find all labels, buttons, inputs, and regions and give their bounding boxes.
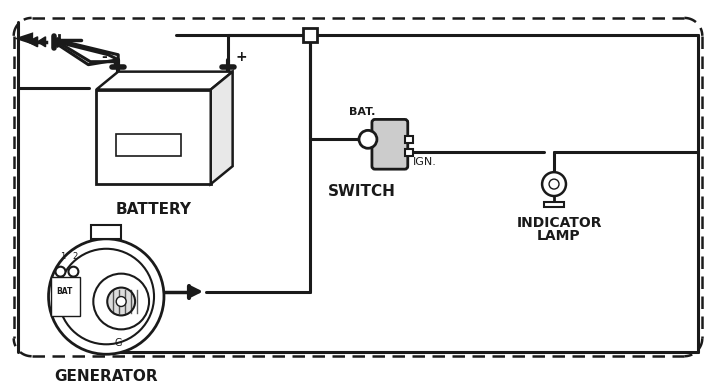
Text: G: G xyxy=(114,338,122,348)
Circle shape xyxy=(116,296,126,307)
Circle shape xyxy=(107,288,135,315)
Text: +: + xyxy=(235,50,248,64)
Polygon shape xyxy=(37,37,45,47)
Bar xyxy=(405,149,413,156)
Bar xyxy=(303,28,318,42)
Circle shape xyxy=(48,239,164,354)
Circle shape xyxy=(55,267,66,277)
Circle shape xyxy=(58,249,154,344)
Circle shape xyxy=(94,274,149,329)
Text: BATTERY: BATTERY xyxy=(115,202,192,217)
Text: SWITCH: SWITCH xyxy=(328,184,396,199)
Text: INDICATOR: INDICATOR xyxy=(516,216,602,230)
Text: IGN.: IGN. xyxy=(413,157,436,167)
Text: 2: 2 xyxy=(73,252,78,261)
Text: LAMP: LAMP xyxy=(537,229,581,243)
Polygon shape xyxy=(96,72,233,90)
Bar xyxy=(50,277,81,317)
Text: BAT.: BAT. xyxy=(348,107,375,118)
Text: GENERATOR: GENERATOR xyxy=(55,369,158,384)
Bar xyxy=(544,202,564,207)
Circle shape xyxy=(542,172,566,196)
Circle shape xyxy=(359,130,377,148)
Bar xyxy=(116,134,181,156)
Polygon shape xyxy=(211,72,233,184)
Text: ◄: ◄ xyxy=(14,26,33,50)
Bar xyxy=(91,225,121,239)
FancyBboxPatch shape xyxy=(372,120,408,169)
Bar xyxy=(405,136,413,143)
Text: BAT: BAT xyxy=(56,287,73,296)
Text: -: - xyxy=(102,50,107,64)
Circle shape xyxy=(68,267,78,277)
Text: 1: 1 xyxy=(60,252,65,261)
Polygon shape xyxy=(27,37,37,47)
Circle shape xyxy=(549,179,559,189)
Bar xyxy=(96,90,211,184)
